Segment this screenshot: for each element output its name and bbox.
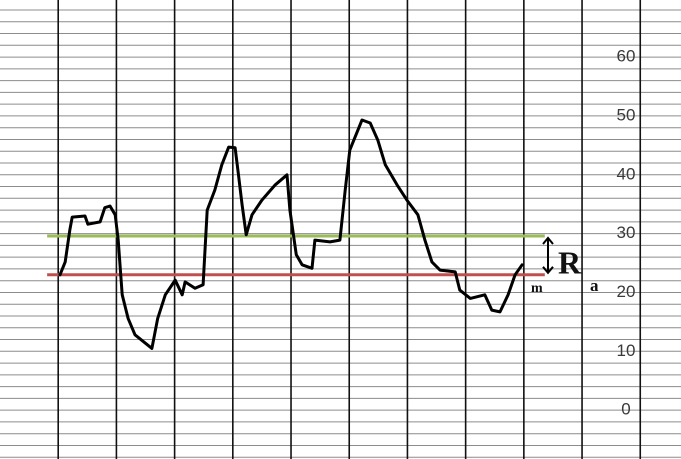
y-tick-label: 10 <box>617 341 636 360</box>
arrow <box>542 236 554 275</box>
profile-line <box>58 118 524 350</box>
y-tick-label: 20 <box>617 282 636 301</box>
annotation: R <box>558 244 582 280</box>
y-tick-label: 50 <box>617 105 636 124</box>
annotation: a <box>590 276 599 295</box>
y-tick-label: 60 <box>617 47 636 66</box>
y-tick-label: 30 <box>617 223 636 242</box>
y-tick-label: 40 <box>617 164 636 183</box>
plot <box>47 118 554 350</box>
annotation: m <box>531 281 543 296</box>
y-tick-label: 0 <box>621 400 630 419</box>
